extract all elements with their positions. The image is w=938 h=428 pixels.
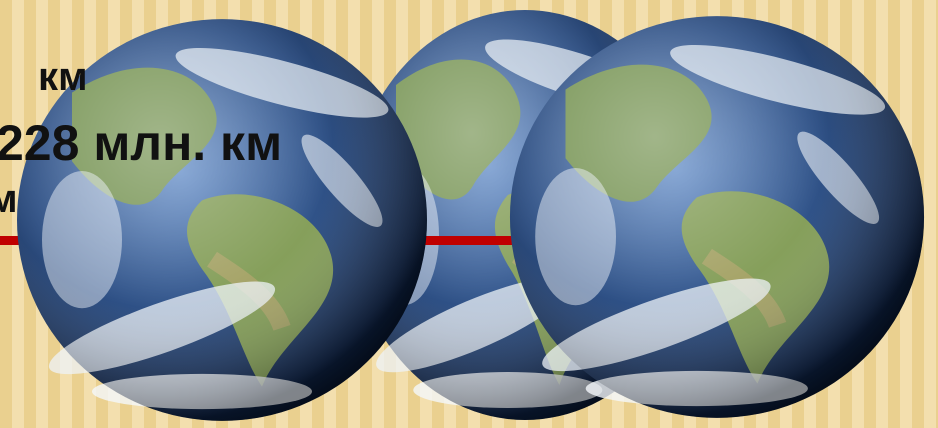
unit-label: км: [38, 55, 88, 99]
partial-label: м: [0, 177, 18, 221]
globe: [510, 16, 924, 418]
distance-label: 228 млн. км: [0, 115, 282, 171]
